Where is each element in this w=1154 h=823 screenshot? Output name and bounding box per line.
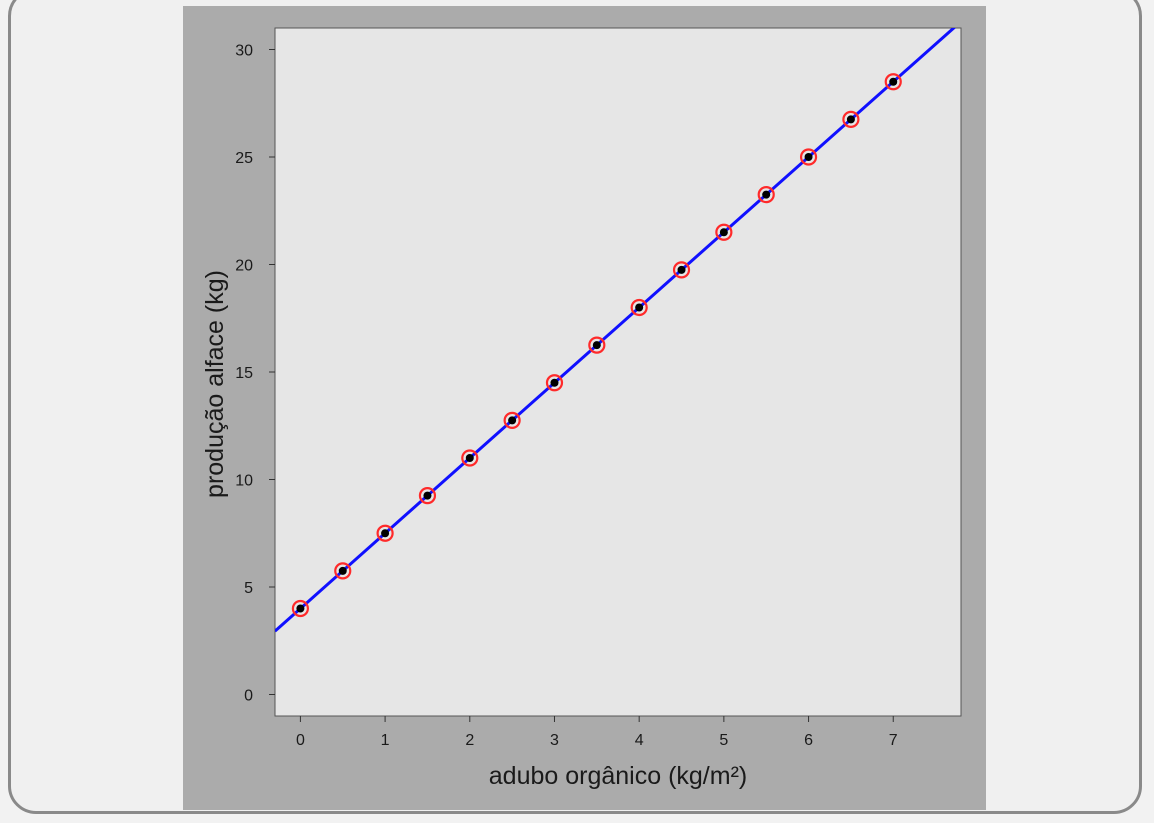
x-tick-label: 3 — [550, 732, 559, 749]
data-point-dot — [677, 265, 686, 274]
data-point-dot — [381, 529, 390, 538]
data-point — [672, 261, 691, 279]
data-point-ring — [884, 73, 902, 91]
data-point-dot — [508, 416, 517, 425]
data-point-ring — [715, 223, 733, 241]
data-point-ring — [588, 336, 606, 354]
data-point-dot — [635, 303, 644, 312]
tick-labels: 0 1 2 3 4 5 6 7 0 5 10 15 20 25 30 — [235, 43, 898, 750]
data-point — [376, 524, 394, 542]
y-tick-label: 5 — [244, 580, 253, 597]
x-tick-label: 7 — [889, 732, 898, 749]
plot-area — [275, 28, 961, 716]
data-point-ring — [799, 148, 818, 166]
x-tick-label: 5 — [719, 732, 728, 749]
x-axis-label: adubo orgânico (kg/m²) — [489, 762, 747, 790]
data-point-ring — [418, 487, 437, 505]
x-tick-label: 4 — [635, 732, 644, 749]
data-point — [545, 374, 564, 392]
y-tick-label: 10 — [235, 473, 253, 490]
data-point — [291, 599, 310, 618]
data-point-ring — [630, 298, 648, 317]
data-point-ring — [757, 186, 775, 204]
data-point-dot — [465, 454, 474, 462]
y-tick-label: 0 — [244, 688, 253, 705]
fit-line-group — [275, 28, 956, 633]
data-point — [461, 449, 479, 467]
data-point-ring — [842, 110, 860, 128]
data-point-dot — [550, 378, 559, 387]
data-point-dot — [338, 566, 347, 575]
y-axis-label: produção alface (kg) — [201, 270, 229, 498]
data-point-dot — [719, 228, 728, 237]
data-point-dot — [592, 341, 601, 350]
y-tick-label: 30 — [235, 43, 253, 60]
data-point-ring — [503, 411, 521, 429]
chart-figure: 0 1 2 3 4 5 6 7 0 5 10 15 20 25 30 adubo orgânico (kg/… — [183, 6, 986, 810]
data-point-ring — [334, 562, 352, 580]
data-point-dot — [423, 491, 432, 500]
data-point-dot — [296, 604, 305, 613]
data-point — [630, 298, 648, 317]
data-point-ring — [461, 449, 479, 467]
x-tick-label: 1 — [381, 732, 390, 749]
data-point — [503, 411, 521, 429]
data-point — [757, 186, 775, 204]
data-point-ring — [376, 524, 394, 542]
data-point — [884, 73, 902, 91]
y-tick-label: 20 — [235, 258, 253, 275]
y-tick-label: 25 — [235, 150, 253, 167]
data-point — [334, 562, 352, 580]
x-tick-label: 0 — [296, 732, 305, 749]
data-point-dot — [889, 77, 898, 86]
data-point-dot — [846, 115, 855, 124]
axes — [269, 27, 962, 722]
data-point-dot — [762, 190, 771, 199]
data-point — [588, 336, 606, 354]
x-tick-label: 2 — [465, 732, 474, 749]
data-point-ring — [672, 261, 691, 279]
data-point — [842, 110, 860, 128]
fit-line — [275, 28, 956, 633]
data-point — [715, 223, 733, 241]
data-point-ring — [545, 374, 564, 392]
scatter-chart: 0 1 2 3 4 5 6 7 0 5 10 15 20 25 30 adubo orgânico (kg/… — [201, 27, 962, 790]
y-tick-label: 15 — [235, 365, 253, 382]
data-point — [418, 487, 437, 505]
x-tick-label: 6 — [804, 732, 813, 749]
data-point-ring — [291, 599, 310, 618]
data-point — [799, 148, 818, 166]
data-point-dot — [804, 153, 813, 161]
data-points — [291, 73, 902, 618]
